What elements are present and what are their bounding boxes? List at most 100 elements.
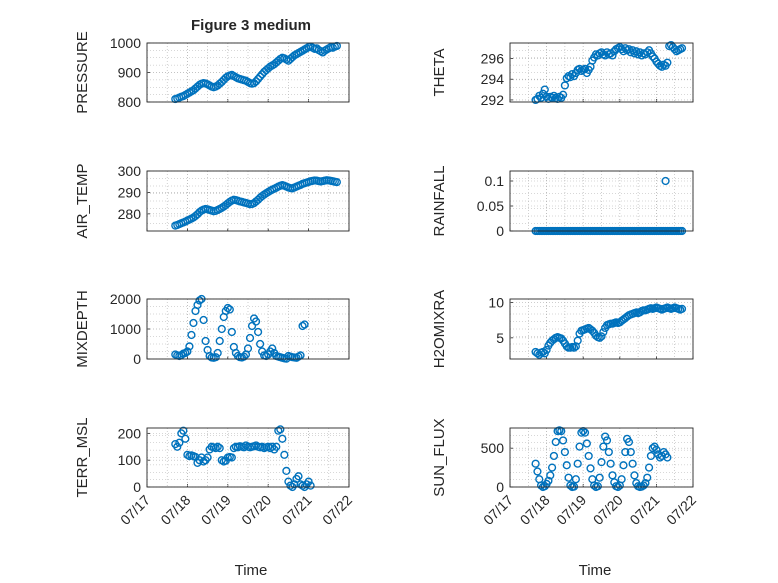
data-point: [195, 208, 204, 217]
data-point: [575, 442, 584, 451]
data-point: [304, 477, 313, 486]
data-point: [300, 320, 309, 329]
data-point: [223, 303, 232, 313]
y-tick-label: 900: [118, 65, 142, 81]
data-point: [643, 473, 652, 482]
data-point: [577, 428, 586, 437]
y-tick-label: 300: [118, 163, 142, 179]
data-point: [677, 304, 687, 313]
data-point: [652, 445, 661, 454]
data-point: [564, 473, 573, 482]
axes-box: [146, 427, 350, 488]
data-point: [225, 305, 234, 314]
data-point: [256, 339, 265, 349]
data-point: [641, 479, 650, 488]
data-point: [542, 345, 551, 354]
data-point: [569, 343, 579, 352]
data-point: [201, 336, 210, 346]
axes-box: [146, 170, 350, 232]
axes-box: [146, 298, 350, 360]
y-axis-label: PRESSURE: [74, 31, 91, 114]
data-point: [298, 321, 307, 331]
data-point: [276, 425, 285, 434]
data-point: [239, 352, 249, 361]
figure-title: Figure 3 medium: [191, 17, 311, 34]
data-point: [562, 461, 571, 470]
y-tick-label: 2000: [110, 291, 141, 307]
data-point: [646, 451, 656, 461]
data-point: [193, 300, 202, 310]
data-point: [215, 336, 224, 346]
data-point: [568, 69, 577, 79]
data-point: [258, 70, 267, 79]
y-tick-label: 294: [481, 71, 505, 87]
data-point: [181, 434, 190, 443]
data-point: [595, 333, 604, 342]
x-tick-label: 07/22: [319, 492, 355, 528]
panel-rainfall: 0 0.05 0.1 RAINFALL: [431, 166, 694, 239]
data-point: [217, 324, 226, 334]
data-point: [173, 442, 182, 451]
y-tick-label: 0.1: [485, 173, 505, 189]
data-point: [608, 471, 617, 480]
data-point: [586, 464, 595, 473]
data-point: [544, 476, 553, 485]
data-point: [254, 74, 263, 84]
data-point: [582, 439, 591, 448]
x-tick-label: 07/20: [238, 492, 274, 528]
data-point: [531, 459, 540, 468]
data-point: [540, 85, 549, 94]
data-point: [575, 64, 584, 73]
y-axis-label: H2OMIXRA: [431, 290, 448, 368]
data-point: [227, 327, 236, 337]
y-tick-label: 100: [118, 452, 142, 468]
data-point: [663, 453, 672, 462]
panel-theta: 292 294 296 THETA: [431, 40, 694, 108]
y-axis-label: MIXDEPTH: [74, 290, 91, 368]
data-point: [175, 438, 184, 447]
data-point: [249, 79, 259, 88]
y-tick-label: 10: [488, 295, 504, 311]
data-point: [593, 482, 602, 491]
data-point: [663, 58, 672, 67]
x-tick-label: 07/19: [553, 492, 589, 528]
data-point: [644, 463, 654, 472]
data-point: [243, 344, 253, 353]
data-point: [657, 62, 666, 71]
data-point: [584, 451, 593, 461]
data-point: [628, 459, 637, 468]
data-point: [213, 348, 222, 358]
y-tick-label: 0: [133, 479, 141, 495]
data-point: [251, 317, 261, 326]
y-axis-label: THETA: [431, 48, 448, 96]
data-point: [199, 315, 208, 325]
data-point: [278, 434, 287, 443]
x-tick-label: 07/22: [663, 492, 699, 528]
data-point: [597, 332, 606, 341]
data-point: [203, 453, 212, 462]
data-point: [547, 463, 557, 472]
data-point: [599, 442, 608, 451]
data-point: [294, 472, 303, 481]
data-point: [562, 342, 571, 351]
y-tick-label: 296: [481, 51, 505, 67]
panel-pressure: 800 900 1000 PRESSURE: [74, 31, 350, 114]
y-axis-label: RAINFALL: [431, 166, 448, 237]
data-point: [677, 44, 687, 53]
data-point: [215, 444, 224, 453]
data-point: [624, 437, 634, 447]
x-tick-label: 07/19: [198, 492, 234, 528]
data-point: [179, 426, 188, 435]
data-point: [562, 74, 571, 83]
data-point: [211, 353, 220, 362]
x-tick-label: 07/17: [117, 492, 153, 528]
data-point: [599, 328, 608, 337]
y-tick-label: 290: [118, 184, 142, 200]
data-point: [239, 443, 249, 452]
x-tick-label: 07/21: [626, 492, 662, 528]
axes-box: [509, 42, 694, 103]
data-point: [537, 481, 546, 490]
x-tick-label: 07/18: [517, 492, 553, 528]
axes-box: [509, 427, 694, 488]
data-point: [332, 178, 341, 187]
